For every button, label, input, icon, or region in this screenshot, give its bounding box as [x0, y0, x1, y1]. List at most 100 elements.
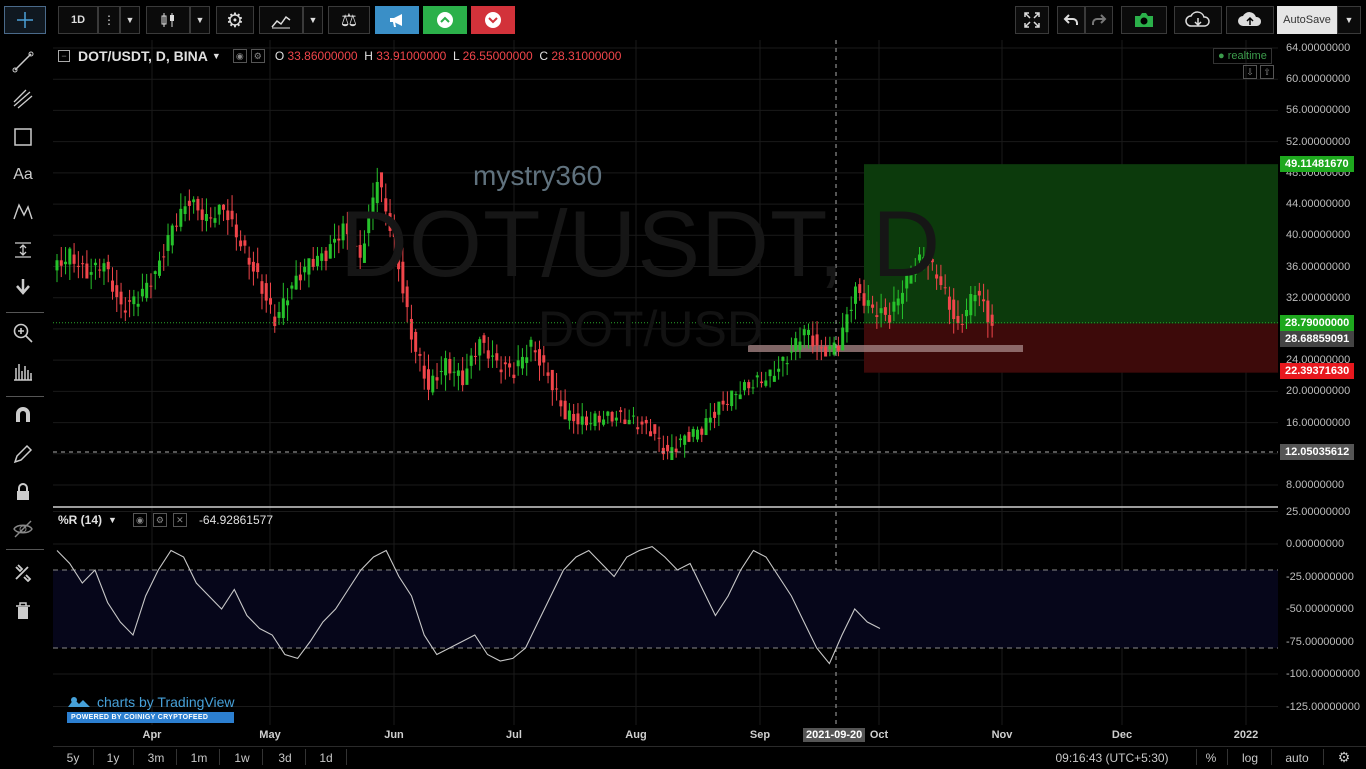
wr-line — [56, 545, 881, 665]
interval-more-button[interactable]: ⋮ — [98, 6, 120, 34]
candle-body — [102, 263, 106, 272]
scale-icon: ⚖ — [340, 9, 358, 30]
candle-body — [358, 244, 362, 258]
low-value: 26.55000000 — [462, 49, 533, 63]
candle-body — [828, 346, 832, 350]
arrow-down-icon[interactable]: ⇩ — [1243, 65, 1257, 79]
candle-body — [687, 431, 691, 442]
candle-body — [529, 339, 533, 347]
trend-line-tool[interactable] — [8, 47, 38, 77]
save-chart-button[interactable] — [1226, 6, 1274, 34]
gear-icon[interactable]: ⚙ — [152, 513, 167, 527]
magnet-tool[interactable] — [8, 400, 38, 430]
auto-scale-toggle[interactable]: auto — [1285, 751, 1309, 765]
separator — [1196, 749, 1197, 765]
interval-button[interactable]: 1D — [58, 6, 98, 34]
gear-icon[interactable]: ⚙ — [1337, 749, 1351, 765]
redo-button[interactable] — [1085, 6, 1113, 34]
candle-body — [939, 276, 943, 286]
candle-body — [875, 315, 879, 318]
stay-in-drawing-tool[interactable] — [8, 439, 38, 469]
rectangle-tool[interactable] — [8, 122, 38, 152]
separator — [176, 749, 177, 765]
gear-icon[interactable]: ⚙ — [250, 49, 265, 63]
pattern-tool[interactable] — [8, 197, 38, 227]
candle-body — [623, 419, 627, 425]
text-tool[interactable]: Aa — [8, 160, 38, 190]
save-dropdown-button[interactable]: ▼ — [1337, 6, 1361, 34]
hide-drawings-tool[interactable] — [8, 514, 38, 544]
candle-body — [320, 253, 324, 261]
candle-body — [251, 261, 255, 272]
price-tick-label: 40.00000000 — [1286, 229, 1351, 242]
crosshair-cursor-button[interactable] — [4, 6, 46, 34]
interval-dropdown-button[interactable]: ▼ — [120, 6, 140, 34]
fullscreen-button[interactable] — [1015, 6, 1049, 34]
buy-button[interactable] — [423, 6, 467, 34]
candle-body — [239, 240, 243, 247]
volume-profile-tool[interactable] — [8, 356, 38, 386]
chart-canvas[interactable] — [53, 40, 1278, 725]
chart-type-button[interactable] — [146, 6, 190, 34]
price-tick-label: 56.00000000 — [1286, 104, 1351, 117]
candle-body — [986, 300, 990, 323]
candle-body — [85, 263, 89, 279]
arrow-up-icon[interactable]: ⇧ — [1260, 65, 1274, 79]
measure-tool[interactable] — [8, 235, 38, 265]
candle-body — [213, 218, 217, 223]
range-button-1m[interactable]: 1m — [190, 751, 208, 765]
candle-body — [456, 370, 460, 376]
chart-type-dropdown[interactable]: ▼ — [190, 6, 210, 34]
candle-body — [926, 249, 930, 265]
chevron-down-icon[interactable]: ▼ — [211, 51, 221, 61]
collapse-legend-button[interactable]: − — [58, 50, 70, 62]
sell-button[interactable] — [471, 6, 515, 34]
chevron-down-icon[interactable]: ▼ — [108, 515, 117, 525]
indicator-name[interactable]: %R (14) — [58, 513, 103, 527]
lock-drawings-tool[interactable] — [8, 477, 38, 507]
remove-drawings-tool[interactable] — [8, 596, 38, 626]
chevron-down-icon: ▼ — [195, 15, 205, 25]
candle-body — [260, 281, 264, 294]
candle-body — [721, 400, 725, 405]
eye-icon[interactable]: ◉ — [232, 49, 247, 63]
object-tree-tool[interactable] — [8, 557, 38, 587]
symbol-title[interactable]: DOT/USDT, D, BINA — [78, 48, 208, 64]
candle-body — [149, 285, 153, 287]
eye-icon[interactable]: ◉ — [132, 513, 147, 527]
indicators-button[interactable] — [259, 6, 303, 34]
candle-body — [281, 298, 285, 319]
percent-scale-toggle[interactable]: % — [1205, 751, 1217, 765]
autosave-toggle[interactable]: AutoSave — [1277, 6, 1337, 34]
candle-body — [597, 415, 601, 423]
snapshot-button[interactable] — [1121, 6, 1167, 34]
tradingview-branding[interactable]: charts by TradingView POWERED BY COINIGY… — [67, 694, 235, 723]
range-button-1y[interactable]: 1y — [106, 751, 120, 765]
undo-button[interactable] — [1057, 6, 1085, 34]
candle-body — [145, 282, 149, 299]
tradingview-logo-icon — [68, 697, 90, 707]
range-button-1d[interactable]: 1d — [319, 751, 333, 765]
log-scale-toggle[interactable]: log — [1241, 751, 1259, 765]
pitchfork-tool[interactable] — [8, 84, 38, 114]
range-button-1w[interactable]: 1w — [234, 751, 250, 765]
candle-body — [324, 250, 328, 262]
separator — [262, 749, 263, 765]
publish-idea-button[interactable] — [375, 6, 419, 34]
gear-icon: ⚙ — [226, 9, 244, 32]
chart-area[interactable] — [53, 40, 1278, 725]
range-button-3m[interactable]: 3m — [147, 751, 165, 765]
candle-body — [315, 255, 319, 267]
candle-body — [93, 262, 97, 266]
settings-button[interactable]: ⚙ — [216, 6, 254, 34]
range-button-5y[interactable]: 5y — [66, 751, 80, 765]
zoom-in-tool[interactable] — [8, 318, 38, 348]
load-chart-button[interactable] — [1174, 6, 1222, 34]
undo-icon — [1063, 14, 1078, 25]
compare-button[interactable]: ⚖ — [328, 6, 370, 34]
arrow-down-tool[interactable] — [8, 272, 38, 302]
close-icon[interactable]: ✕ — [172, 513, 187, 527]
crosshair-icon — [17, 12, 33, 28]
indicators-dropdown[interactable]: ▼ — [303, 6, 323, 34]
range-button-3d[interactable]: 3d — [278, 751, 292, 765]
